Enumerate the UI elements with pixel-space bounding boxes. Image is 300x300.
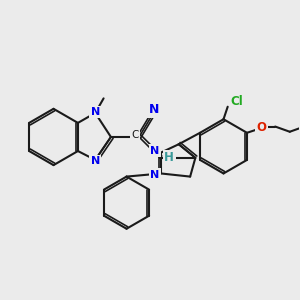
Text: H: H (164, 151, 174, 164)
Text: N: N (150, 169, 159, 179)
Text: C: C (131, 130, 139, 140)
Text: N: N (150, 146, 159, 155)
Text: O: O (256, 121, 267, 134)
Text: N: N (91, 156, 100, 166)
Text: N: N (148, 103, 159, 116)
Text: Cl: Cl (231, 95, 244, 108)
Text: N: N (91, 107, 100, 117)
